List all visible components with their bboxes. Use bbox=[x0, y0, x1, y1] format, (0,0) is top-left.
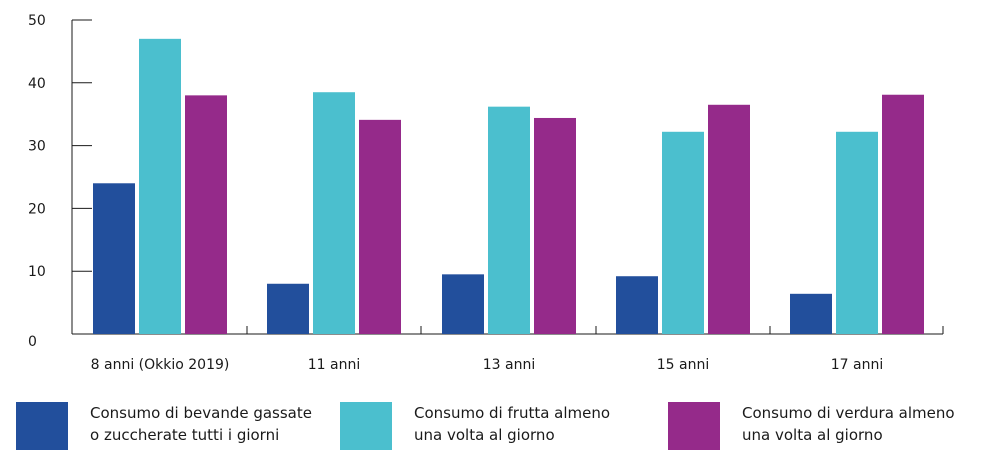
bar-series-1-cat-3 bbox=[442, 274, 484, 334]
legend-label-verdura-line-2: una volta al giorno bbox=[742, 426, 883, 444]
legend-swatch-frutta bbox=[340, 402, 392, 450]
legend-label-verdura-line-1: Consumo di verdura almeno bbox=[742, 404, 955, 422]
legend: Consumo di bevande gassate o zuccherate … bbox=[0, 402, 993, 458]
legend-label-bevande-line-2: o zuccherate tutti i giorni bbox=[90, 426, 280, 444]
legend-item-frutta: Consumo di frutta almeno una volta al gi… bbox=[340, 402, 610, 450]
x-tick-label: 13 anni bbox=[483, 357, 535, 373]
bar-series-1-cat-4 bbox=[616, 276, 658, 334]
legend-item-bevande: Consumo di bevande gassate o zuccherate … bbox=[16, 402, 312, 450]
bars bbox=[93, 38, 924, 335]
x-tick-label: 11 anni bbox=[308, 357, 360, 373]
bar-series-3-cat-5 bbox=[882, 94, 924, 335]
bar-series-1-cat-2 bbox=[267, 283, 309, 334]
bar-series-2-cat-3 bbox=[488, 106, 530, 334]
y-tick-label: 0 bbox=[28, 334, 37, 350]
bar-series-1-cat-1 bbox=[93, 183, 135, 334]
legend-label-frutta-line-2: una volta al giorno bbox=[414, 426, 555, 444]
y-tick-label: 20 bbox=[28, 201, 46, 217]
legend-swatch-bevande bbox=[16, 402, 68, 450]
bar-series-2-cat-5 bbox=[836, 131, 878, 334]
legend-label-verdura: Consumo di verdura almeno una volta al g… bbox=[742, 402, 955, 446]
legend-swatch-verdura bbox=[668, 402, 720, 450]
legend-item-verdura: Consumo di verdura almeno una volta al g… bbox=[668, 402, 955, 450]
x-tick-label: 17 anni bbox=[831, 357, 883, 373]
y-tick-label: 10 bbox=[28, 264, 46, 280]
legend-label-bevande-line-1: Consumo di bevande gassate bbox=[90, 404, 312, 422]
bar-series-3-cat-1 bbox=[185, 95, 227, 334]
bar-series-1-cat-5 bbox=[790, 293, 832, 334]
bar-series-2-cat-1 bbox=[139, 38, 181, 335]
legend-label-frutta-line-1: Consumo di frutta almeno bbox=[414, 404, 611, 422]
y-axis: 0 10 20 30 40 50 bbox=[28, 13, 92, 350]
bar-series-3-cat-3 bbox=[534, 117, 576, 334]
x-tick-label: 15 anni bbox=[657, 357, 709, 373]
bar-series-3-cat-4 bbox=[708, 104, 750, 334]
x-tick-label: 8 anni (Okkio 2019) bbox=[91, 357, 230, 373]
y-tick-label: 40 bbox=[28, 76, 46, 92]
y-tick-label: 50 bbox=[28, 13, 46, 29]
bar-series-3-cat-2 bbox=[359, 119, 401, 335]
category-labels: 8 anni (Okkio 2019) 11 anni 13 anni 15 anni… bbox=[91, 357, 884, 373]
y-tick-label: 30 bbox=[28, 139, 46, 155]
legend-label-bevande: Consumo di bevande gassate o zuccherate … bbox=[90, 402, 312, 446]
bar-chart: 0 10 20 30 40 50 8 anni (Okkio 2019) 11 anni 13… bbox=[28, 13, 944, 373]
legend-label-frutta: Consumo di frutta almeno una volta al gi… bbox=[414, 402, 610, 446]
bar-series-2-cat-4 bbox=[662, 131, 704, 334]
bar-series-2-cat-2 bbox=[313, 92, 355, 334]
